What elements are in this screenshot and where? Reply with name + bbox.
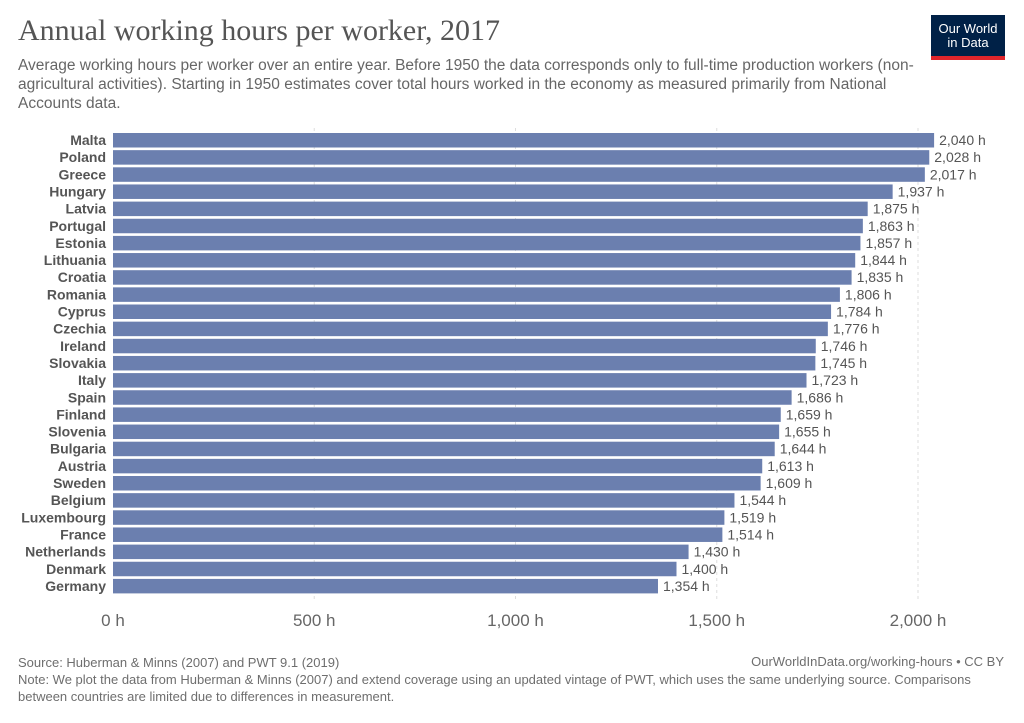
bar [113,373,807,388]
bar [113,441,775,457]
bar [113,338,816,354]
bar [113,458,763,474]
logo-line-2: in Data [947,34,989,50]
bar [113,304,832,319]
bar [113,270,852,285]
value-label: 1,644 h [780,441,827,457]
bar [113,184,893,199]
value-label: 1,844 h [860,252,907,268]
bar [113,287,840,302]
source-link[interactable]: OurWorldInData.org/working-hours • CC BY [751,654,1004,669]
bar [113,167,925,182]
value-label: 1,875 h [873,201,920,217]
logo-line-1: Our World [938,20,998,36]
bar [113,407,781,422]
value-label: 1,784 h [836,304,883,320]
bar [113,493,735,508]
category-label: Czechia [53,321,106,337]
source-text: Source: Huberman & Minns (2007) and PWT … [18,655,340,670]
bar [113,390,792,405]
value-label: 1,430 h [694,544,741,560]
category-label: Bulgaria [50,441,106,457]
value-label: 1,354 h [663,578,710,594]
category-label: Slovenia [48,424,106,440]
category-label: Greece [59,166,107,182]
category-label: Belgium [51,492,106,508]
category-label: Malta [70,132,106,148]
category-label: Cyprus [58,304,106,320]
bar [113,321,828,337]
value-label: 1,745 h [820,355,867,371]
bar [113,510,725,525]
value-label: 1,835 h [857,269,904,285]
bar [113,476,761,491]
category-label: Netherlands [25,544,106,560]
category-label: Luxembourg [21,509,106,525]
value-label: 1,686 h [797,389,844,405]
bar [113,235,861,251]
bar-chart: Malta 2,040 h Poland 2,028 h Greece 2,017 h Hu… [21,128,986,630]
bar [113,544,689,560]
category-label: Romania [47,286,106,302]
category-label: Poland [59,149,106,165]
x-tick-label: 500 h [293,611,336,630]
value-label: 1,400 h [682,561,729,577]
category-label: Ireland [60,338,106,354]
note-text: Note: We plot the data from Huberman & M… [18,672,971,704]
bar [113,527,723,542]
x-tick-label: 0 h [101,611,125,630]
value-label: 1,863 h [868,218,915,234]
bar [113,201,868,217]
bar [113,561,677,577]
category-label: Spain [68,389,106,405]
x-tick-label: 1,500 h [688,611,745,630]
value-label: 1,746 h [821,338,868,354]
category-label: Portugal [49,218,106,234]
value-label: 1,609 h [766,475,813,491]
value-label: 2,040 h [939,132,986,148]
value-label: 1,655 h [784,424,831,440]
category-label: France [60,526,106,542]
chart-subtitle: Average working hours per worker over an… [18,57,914,112]
value-label: 1,659 h [786,406,833,422]
category-label: Finland [56,406,106,422]
bars: Malta 2,040 h Poland 2,028 h Greece 2,017 h Hu… [21,132,986,594]
bar [113,424,780,440]
x-axis: 0 h 500 h 1,000 h 1,500 h 2,000 h [101,611,946,630]
bar [113,133,935,148]
category-label: Sweden [53,475,106,491]
value-label: 1,806 h [845,286,892,302]
value-label: 1,544 h [739,492,786,508]
value-label: 2,028 h [934,149,981,165]
category-label: Hungary [49,183,106,199]
value-label: 1,937 h [898,183,945,199]
value-label: 1,723 h [812,372,859,388]
value-label: 2,017 h [930,166,977,182]
bar [113,253,856,268]
category-label: Slovakia [49,355,106,371]
category-label: Lithuania [44,252,106,268]
category-label: Denmark [46,561,106,577]
bar [113,218,863,234]
chart-title: Annual working hours per worker, 2017 [18,14,501,47]
bar [113,578,658,594]
category-label: Estonia [55,235,106,251]
x-tick-label: 2,000 h [890,611,947,630]
value-label: 1,613 h [767,458,814,474]
bar [113,150,930,165]
bar [113,355,816,371]
value-label: 1,857 h [865,235,912,251]
value-label: 1,514 h [727,526,774,542]
value-label: 1,776 h [833,321,880,337]
category-label: Austria [58,458,106,474]
category-label: Germany [45,578,106,594]
category-label: Croatia [58,269,106,285]
owid-logo[interactable]: Our World in Data [931,15,1005,60]
value-label: 1,519 h [729,509,776,525]
x-tick-label: 1,000 h [487,611,544,630]
category-label: Italy [78,372,106,388]
category-label: Latvia [66,201,107,217]
